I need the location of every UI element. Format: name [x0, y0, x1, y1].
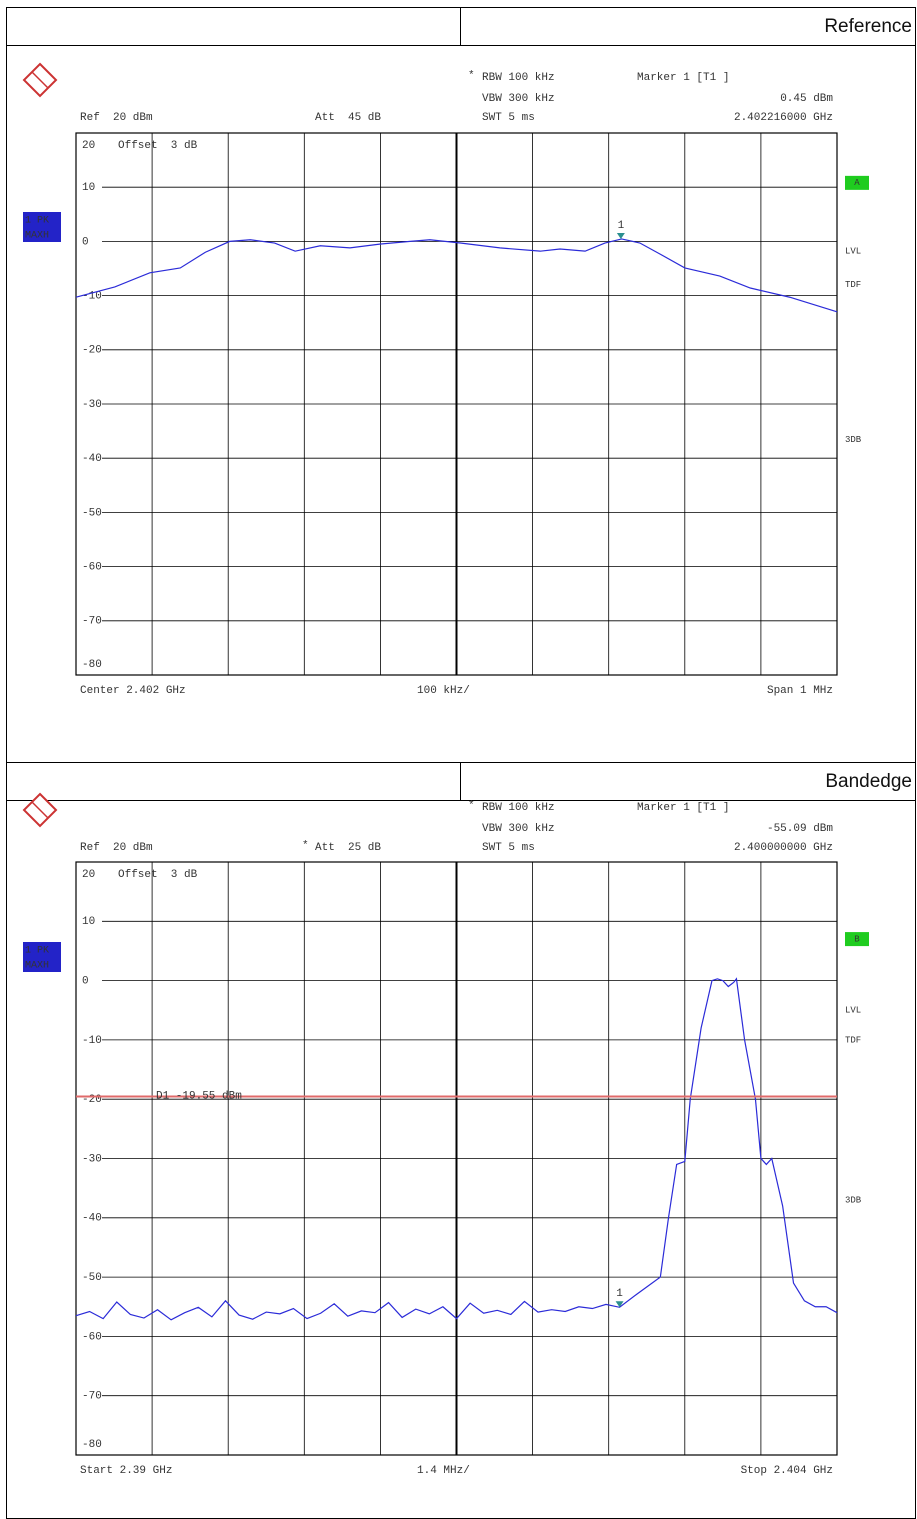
y-tick-label: -70: [82, 616, 102, 628]
vbw: VBW 300 kHz: [482, 93, 555, 105]
y-tick-label: 10: [82, 916, 95, 928]
side-label: 3DB: [845, 435, 862, 445]
y-tick-label: 20: [82, 869, 95, 881]
side-label: LVL: [845, 247, 861, 257]
bottom-right: Stop 2.404 GHz: [741, 1465, 833, 1477]
side-label: TDF: [845, 280, 861, 290]
section-header: Reference: [824, 16, 912, 37]
trace-label: 1 PK: [25, 946, 49, 957]
att-flag: *: [302, 840, 309, 852]
offset: Offset 3 dB: [118, 869, 198, 881]
rbw: RBW 100 kHz: [482, 802, 555, 814]
y-tick-label: 0: [82, 976, 89, 988]
y-tick-label: -80: [82, 659, 102, 671]
y-tick-label: -50: [82, 507, 102, 519]
trace-label: 1 PK: [25, 216, 49, 227]
y-tick-label: 10: [82, 182, 95, 194]
y-tick-label: -70: [82, 1391, 102, 1403]
y-tick-label: -40: [82, 1213, 102, 1225]
vbw: VBW 300 kHz: [482, 823, 555, 835]
y-tick-label: 20: [82, 140, 95, 152]
marker-label: 1: [618, 220, 625, 232]
bottom-center: 100 kHz/: [417, 685, 470, 697]
marker-title: Marker 1 [T1 ]: [637, 72, 729, 84]
marker-title: Marker 1 [T1 ]: [637, 802, 729, 814]
side-label: TDF: [845, 1035, 861, 1045]
y-tick-label: -20: [82, 345, 102, 357]
y-tick-label: -50: [82, 1272, 102, 1284]
att: Att 45 dB: [315, 112, 381, 124]
rbw: RBW 100 kHz: [482, 72, 555, 84]
trace: [75, 238, 838, 313]
marker-freq: 2.400000000 GHz: [734, 842, 833, 854]
screen-box: [845, 175, 869, 190]
swt: SWT 5 ms: [482, 842, 535, 854]
att: Att 25 dB: [315, 842, 381, 854]
bottom-left: Start 2.39 GHz: [80, 1465, 172, 1477]
y-tick-label: -30: [82, 399, 102, 411]
screen-box: [845, 932, 869, 947]
screen-label: A: [854, 178, 860, 188]
bottom-right: Span 1 MHz: [767, 685, 833, 697]
trace-box: [23, 212, 61, 242]
marker: [616, 232, 625, 239]
marker-level: -55.09 dBm: [767, 823, 833, 835]
marker-freq: 2.402216000 GHz: [734, 112, 833, 124]
y-tick-label: -10: [82, 291, 102, 303]
side-label: LVL: [845, 1006, 861, 1016]
rbw-flag: *: [468, 800, 475, 812]
rbw-flag: *: [468, 70, 475, 82]
marker-label: 1: [616, 1288, 623, 1300]
logo: [22, 792, 58, 828]
y-tick-label: -60: [82, 1331, 102, 1343]
bottom-left: Center 2.402 GHz: [80, 685, 186, 697]
y-tick-label: -30: [82, 1153, 102, 1165]
marker: [615, 1301, 624, 1308]
section-header: Bandedge: [825, 771, 912, 792]
screen-label: B: [854, 934, 860, 944]
trace-detector: MAXH: [25, 231, 49, 242]
y-tick-label: -60: [82, 562, 102, 574]
ref: Ref 20 dBm: [80, 112, 153, 124]
offset: Offset 3 dB: [118, 140, 198, 152]
bottom-center: 1.4 MHz/: [417, 1465, 470, 1477]
swt: SWT 5 ms: [482, 112, 535, 124]
y-tick-label: -10: [82, 1035, 102, 1047]
marker-level: 0.45 dBm: [780, 93, 833, 105]
y-tick-label: -80: [82, 1439, 102, 1451]
side-label: 3DB: [845, 1195, 862, 1205]
display-line-label: D1 -19.55 dBm: [156, 1090, 242, 1102]
logo: [22, 62, 58, 98]
trace-detector: MAXH: [25, 961, 49, 972]
trace-box: [23, 942, 61, 972]
trace: [75, 977, 838, 1321]
y-tick-label: 0: [82, 236, 89, 248]
ref: Ref 20 dBm: [80, 842, 153, 854]
y-tick-label: -40: [82, 453, 102, 465]
